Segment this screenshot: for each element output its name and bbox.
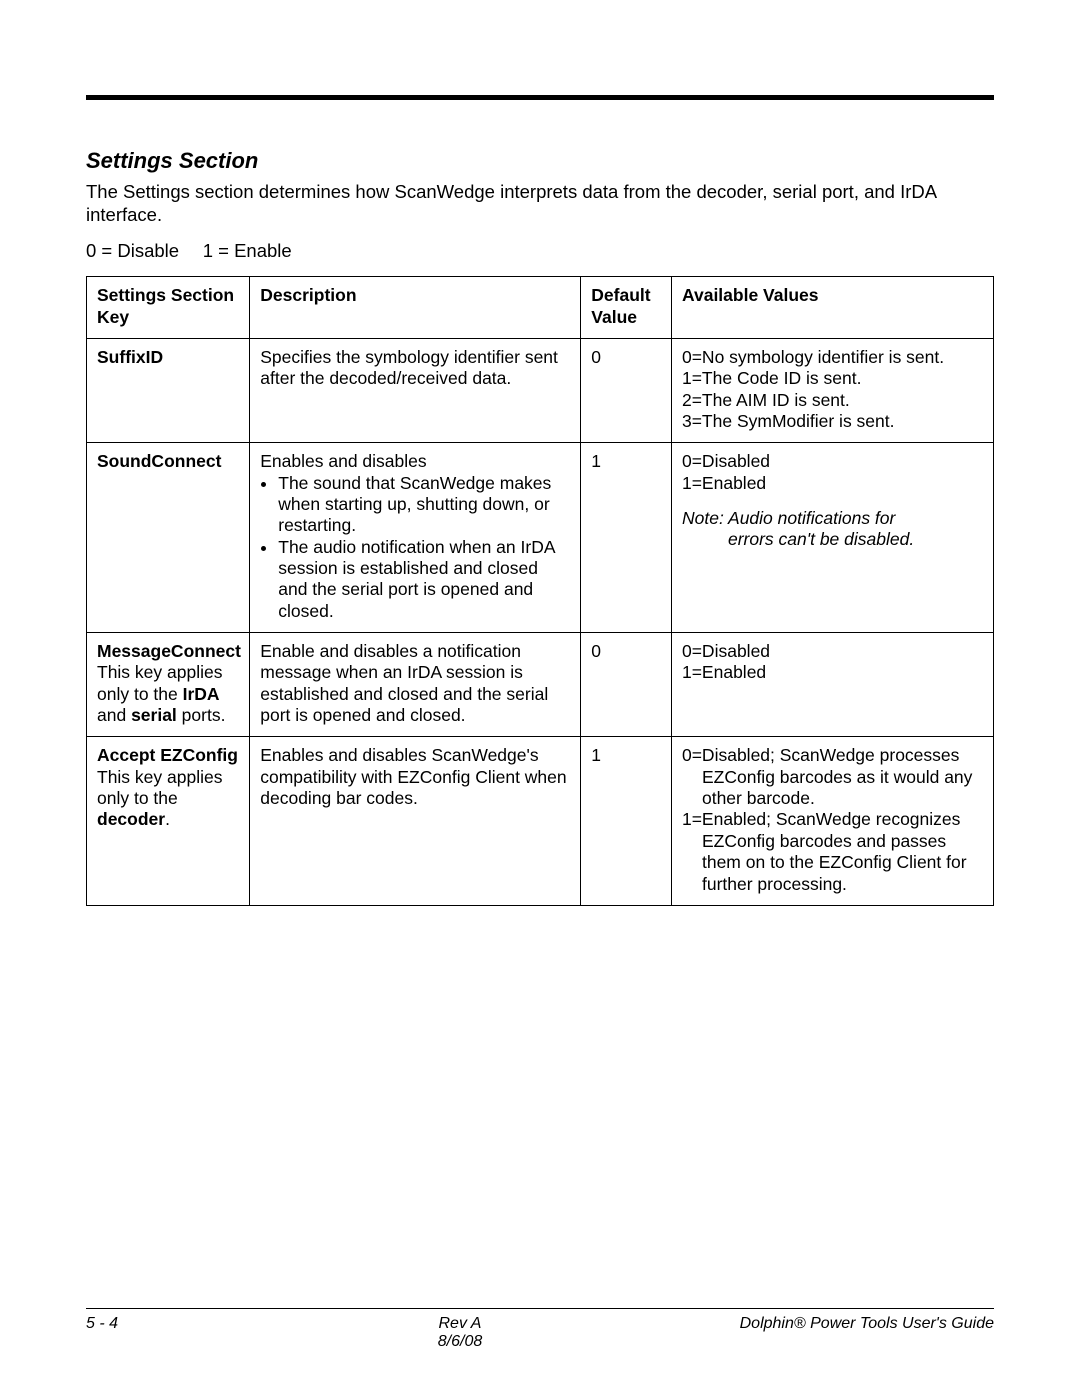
key-main: SoundConnect [97,451,221,471]
avail-line: 0=Disabled [682,451,983,472]
cell-desc: Enables and disables ScanWedge's compati… [250,737,581,905]
footer-center: Rev A 8/6/08 [246,1315,674,1351]
avail-line: 1=Enabled [682,662,983,683]
desc-bullets: The sound that ScanWedge makes when star… [260,473,570,622]
footer-guide-title: Dolphin® Power Tools User's Guide [674,1315,994,1333]
key-sub-text: ports. [177,705,226,725]
table-row: SoundConnect Enables and disables The so… [87,443,994,633]
page-content: Settings Section The Settings section de… [0,0,1080,906]
avail-note-line2: errors can't be disabled. [682,529,983,550]
key-sub-text: and [97,705,131,725]
cell-key: Accept EZConfig This key applies only to… [87,737,250,905]
key-sub: This key applies only to the IrDA and se… [97,662,239,726]
settings-table: Settings Section Key Description Default… [86,276,994,906]
top-rule [86,95,994,100]
intro-paragraph: The Settings section determines how Scan… [86,180,994,226]
page-footer: 5 - 4 Rev A 8/6/08 Dolphin® Power Tools … [86,1308,994,1351]
cell-default: 1 [581,443,672,633]
cell-default: 0 [581,633,672,737]
avail-line: 2=The AIM ID is sent. [682,390,983,411]
key-sub-bold: decoder [97,809,165,829]
desc-bullet: The audio notification when an IrDA sess… [278,537,570,622]
avail-line: 0=Disabled [682,641,983,662]
cell-desc: Enable and disables a notification messa… [250,633,581,737]
avail-line: 0=Disabled; ScanWedge processes EZConfig… [682,745,983,809]
key-sub-text: This key applies only to the [97,767,222,808]
note-label: Note: [682,508,724,528]
section-title: Settings Section [86,148,994,174]
avail-line: 1=The Code ID is sent. [682,368,983,389]
th-desc: Description [250,277,581,339]
cell-default: 0 [581,338,672,442]
avail-line: 1=Enabled; ScanWedge recognizes EZConfig… [682,809,983,894]
footer-date: 8/6/08 [246,1333,674,1351]
footer-page-number: 5 - 4 [86,1315,246,1333]
note-body: Audio notifications for [728,508,895,528]
th-avail: Available Values [671,277,993,339]
key-sub-bold: serial [131,705,177,725]
cell-key: MessageConnect This key applies only to … [87,633,250,737]
table-row: MessageConnect This key applies only to … [87,633,994,737]
desc-bullet: The sound that ScanWedge makes when star… [278,473,570,537]
footer-row: 5 - 4 Rev A 8/6/08 Dolphin® Power Tools … [86,1315,994,1351]
legend-line: 0 = Disable 1 = Enable [86,240,994,262]
footer-rev: Rev A [246,1315,674,1333]
cell-desc: Enables and disables The sound that Scan… [250,443,581,633]
table-header-row: Settings Section Key Description Default… [87,277,994,339]
cell-avail: 0=No symbology identifier is sent. 1=The… [671,338,993,442]
th-key: Settings Section Key [87,277,250,339]
avail-note: Note: Audio notifications for [682,508,983,529]
cell-key: SoundConnect [87,443,250,633]
cell-avail: 0=Disabled 1=Enabled Note: Audio notific… [671,443,993,633]
key-main: Accept EZConfig [97,745,239,766]
key-main: MessageConnect [97,641,239,662]
desc-lead: Enables and disables [260,451,570,472]
table-row: SuffixID Specifies the symbology identif… [87,338,994,442]
avail-line: 1=Enabled [682,473,983,494]
cell-desc: Specifies the symbology identifier sent … [250,338,581,442]
key-sub-text: . [165,809,170,829]
key-main: SuffixID [97,347,163,367]
spacer [682,494,983,508]
cell-key: SuffixID [87,338,250,442]
cell-avail: 0=Disabled; ScanWedge processes EZConfig… [671,737,993,905]
table-row: Accept EZConfig This key applies only to… [87,737,994,905]
key-sub: This key applies only to the decoder. [97,767,239,831]
th-def: Default Value [581,277,672,339]
avail-line: 3=The SymModifier is sent. [682,411,983,432]
footer-rule [86,1308,994,1309]
cell-avail: 0=Disabled 1=Enabled [671,633,993,737]
key-sub-bold: IrDA [183,684,220,704]
cell-default: 1 [581,737,672,905]
avail-line: 0=No symbology identifier is sent. [682,347,983,368]
